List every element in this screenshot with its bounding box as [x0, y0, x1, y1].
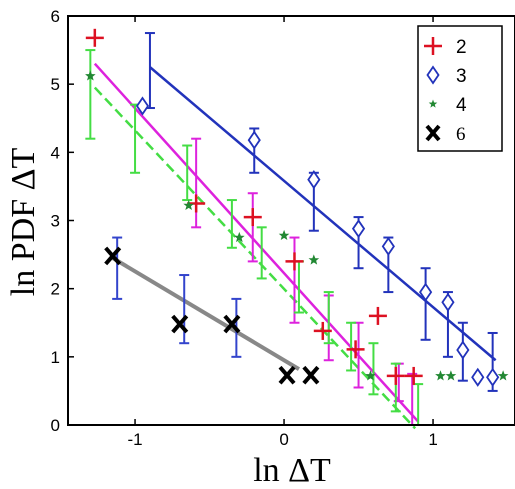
marker-series-3: [351, 219, 366, 239]
fit-line-series-4: [93, 86, 417, 430]
legend-label-series-2: 2: [456, 37, 467, 58]
marker-series-6: [302, 365, 320, 385]
legend-marker-diamond: [426, 65, 440, 85]
error-bar-series-4: [130, 103, 141, 174]
marker-series-3: [247, 130, 261, 150]
y-tick-label: 3: [51, 212, 60, 231]
data-markers: [85, 28, 509, 387]
legend-label-series-6: 6: [456, 124, 466, 145]
error-bar-series-4: [182, 144, 193, 202]
marker-series-2: [368, 306, 387, 325]
y-tick-label: 6: [51, 7, 60, 26]
marker-series-3: [471, 367, 485, 387]
marker-series-4: [85, 70, 96, 81]
fit-line-series-2: [93, 62, 420, 423]
marker-series-2: [404, 366, 423, 385]
legend-entry-series-2: 2: [424, 37, 467, 58]
marker-series-2: [285, 252, 304, 271]
legend: 2 3 4 6: [417, 25, 503, 152]
error-bar-series-4: [323, 291, 334, 345]
error-bar-series-2: [289, 236, 300, 324]
marker-series-2: [386, 366, 405, 385]
error-bar-series-4: [85, 49, 96, 140]
marker-series-4: [445, 370, 457, 381]
marker-series-4: [435, 370, 446, 381]
marker-series-3: [419, 282, 433, 302]
error-bar-series-4: [368, 342, 379, 396]
y-tick-label: 5: [51, 75, 60, 94]
legend-marker-x: [425, 124, 441, 142]
legend-entry-series-3: 3: [426, 65, 467, 87]
legend-label-series-4: 4: [456, 95, 467, 116]
y-tick-label: 2: [51, 280, 60, 299]
marker-series-2: [313, 321, 332, 340]
x-axis-label: ln ΔT: [253, 452, 331, 489]
error-bar-series-2: [247, 192, 258, 263]
error-bar-series-4: [346, 321, 357, 372]
marker-series-4: [308, 254, 320, 265]
fit-line-series-6: [111, 256, 300, 371]
marker-series-4: [497, 370, 509, 381]
error-bar-series-3: [420, 267, 431, 341]
marker-series-2: [187, 194, 206, 213]
fit-lines: [93, 62, 497, 430]
error-bar-series-2: [191, 137, 202, 229]
error-bar-series-4: [226, 199, 237, 249]
marker-series-2: [346, 340, 365, 359]
x-tick-label: -1: [127, 430, 142, 449]
x-tick-label: 0: [279, 430, 288, 449]
marker-series-4: [278, 229, 290, 241]
legend-marker-star: [428, 99, 438, 108]
marker-series-2: [243, 208, 262, 227]
marker-series-6: [104, 246, 122, 266]
marker-series-6: [223, 314, 241, 334]
marker-series-4: [183, 199, 195, 211]
y-axis-label: ln PDF ΔT: [5, 148, 42, 297]
error-bar-series-6: [179, 274, 190, 345]
marker-series-3: [441, 292, 455, 312]
marker-series-3: [381, 236, 395, 256]
y-tick-label: 0: [51, 416, 60, 435]
marker-series-2: [85, 28, 104, 47]
y-tick-label: 1: [51, 348, 60, 367]
legend-entry-series-6: 6: [425, 124, 466, 145]
marker-series-4: [365, 370, 376, 381]
y-tick-label: 4: [51, 143, 60, 162]
marker-series-4: [234, 231, 245, 243]
marker-series-3: [307, 170, 321, 190]
marker-series-6: [278, 365, 296, 385]
axis-ticks: -1 0 1 0 1 2 3 4 5 6: [51, 7, 438, 449]
marker-series-3: [486, 367, 500, 387]
error-bar-series-6: [112, 236, 123, 300]
marker-series-6: [171, 314, 189, 334]
marker-series-3: [456, 340, 470, 360]
legend-entry-series-4: 4: [428, 95, 467, 116]
marker-series-3: [135, 96, 150, 116]
error-bar-series-4: [256, 226, 267, 280]
fit-line-series-3: [149, 66, 497, 362]
legend-label-series-3: 3: [456, 66, 467, 87]
x-tick-label: 1: [428, 430, 437, 449]
